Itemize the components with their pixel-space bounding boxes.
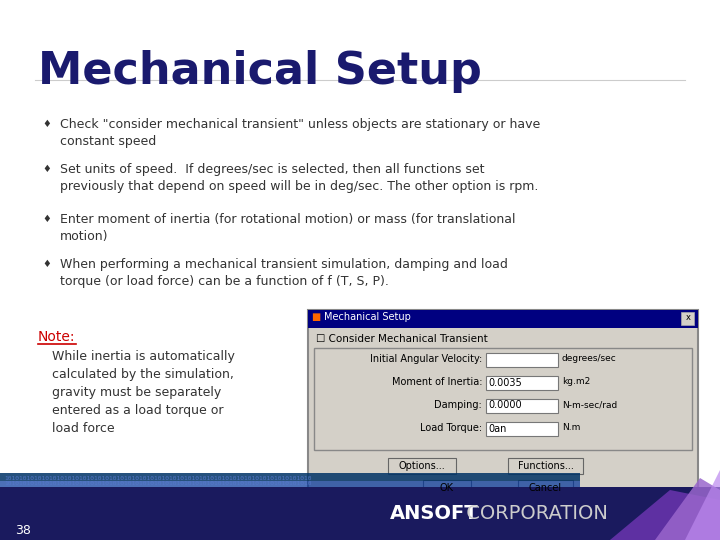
Text: Mechanical Setup: Mechanical Setup <box>38 50 482 93</box>
Text: N-m-sec/rad: N-m-sec/rad <box>562 400 617 409</box>
Text: Moment of Inertia:: Moment of Inertia: <box>392 377 482 387</box>
Bar <box>0 473 580 481</box>
Bar <box>308 310 698 328</box>
Bar <box>681 312 694 325</box>
Text: ♦: ♦ <box>42 119 50 129</box>
Text: 10101010101010101010101010101010101010101010101010101010101010101010101010101010: 1010101010101010101010101010101010101010… <box>4 476 312 481</box>
Bar <box>486 422 558 436</box>
Bar <box>0 487 720 540</box>
Text: Note:: Note: <box>38 330 76 344</box>
Text: x: x <box>685 313 690 322</box>
Text: Enter moment of inertia (for rotational motion) or mass (for translational
motio: Enter moment of inertia (for rotational … <box>60 213 516 243</box>
Text: kg.m2: kg.m2 <box>562 377 590 386</box>
Bar <box>486 376 558 390</box>
Bar <box>308 310 698 505</box>
Text: ♦: ♦ <box>42 164 50 174</box>
Text: 38: 38 <box>15 523 31 537</box>
Text: OK: OK <box>440 483 454 493</box>
Bar <box>518 480 573 496</box>
Bar <box>388 458 456 474</box>
Text: Load Torque:: Load Torque: <box>420 423 482 433</box>
Text: degrees/sec: degrees/sec <box>562 354 617 363</box>
Polygon shape <box>610 490 720 540</box>
Bar <box>486 353 558 367</box>
Text: ■: ■ <box>311 312 320 322</box>
Text: Mechanical Setup: Mechanical Setup <box>324 312 411 322</box>
Text: 0an: 0an <box>488 423 506 434</box>
Text: Options...: Options... <box>399 461 446 471</box>
Text: ♦: ♦ <box>42 214 50 224</box>
Text: CORPORATION: CORPORATION <box>460 504 608 523</box>
Text: Set units of speed.  If degrees/sec is selected, then all functions set
previous: Set units of speed. If degrees/sec is se… <box>60 163 539 193</box>
Polygon shape <box>685 470 720 540</box>
Text: Cancel: Cancel <box>529 483 562 493</box>
Text: 0.0000: 0.0000 <box>488 401 521 410</box>
Bar <box>0 481 580 487</box>
Text: 10101010101010101010101010101010101010101010101010101010101010101010101010101010: 1010101010101010101010101010101010101010… <box>4 481 312 486</box>
Text: Damping:: Damping: <box>434 400 482 410</box>
Bar <box>486 399 558 413</box>
Text: Functions...: Functions... <box>518 461 573 471</box>
Bar <box>508 458 583 474</box>
Text: ANSOFT: ANSOFT <box>390 504 479 523</box>
Text: When performing a mechanical transient simulation, damping and load
torque (or l: When performing a mechanical transient s… <box>60 258 508 288</box>
Text: 0.0035: 0.0035 <box>488 377 522 388</box>
Text: Initial Angular Velocity:: Initial Angular Velocity: <box>370 354 482 364</box>
Bar <box>423 480 471 496</box>
Polygon shape <box>655 478 720 540</box>
Text: Check "consider mechanical transient" unless objects are stationary or have
cons: Check "consider mechanical transient" un… <box>60 118 540 148</box>
Text: While inertia is automatically
calculated by the simulation,
gravity must be sep: While inertia is automatically calculate… <box>52 350 235 435</box>
Text: ♦: ♦ <box>42 259 50 269</box>
Text: ☐ Consider Mechanical Transient: ☐ Consider Mechanical Transient <box>316 334 487 344</box>
Text: N.m: N.m <box>562 423 580 432</box>
Bar <box>314 348 692 450</box>
